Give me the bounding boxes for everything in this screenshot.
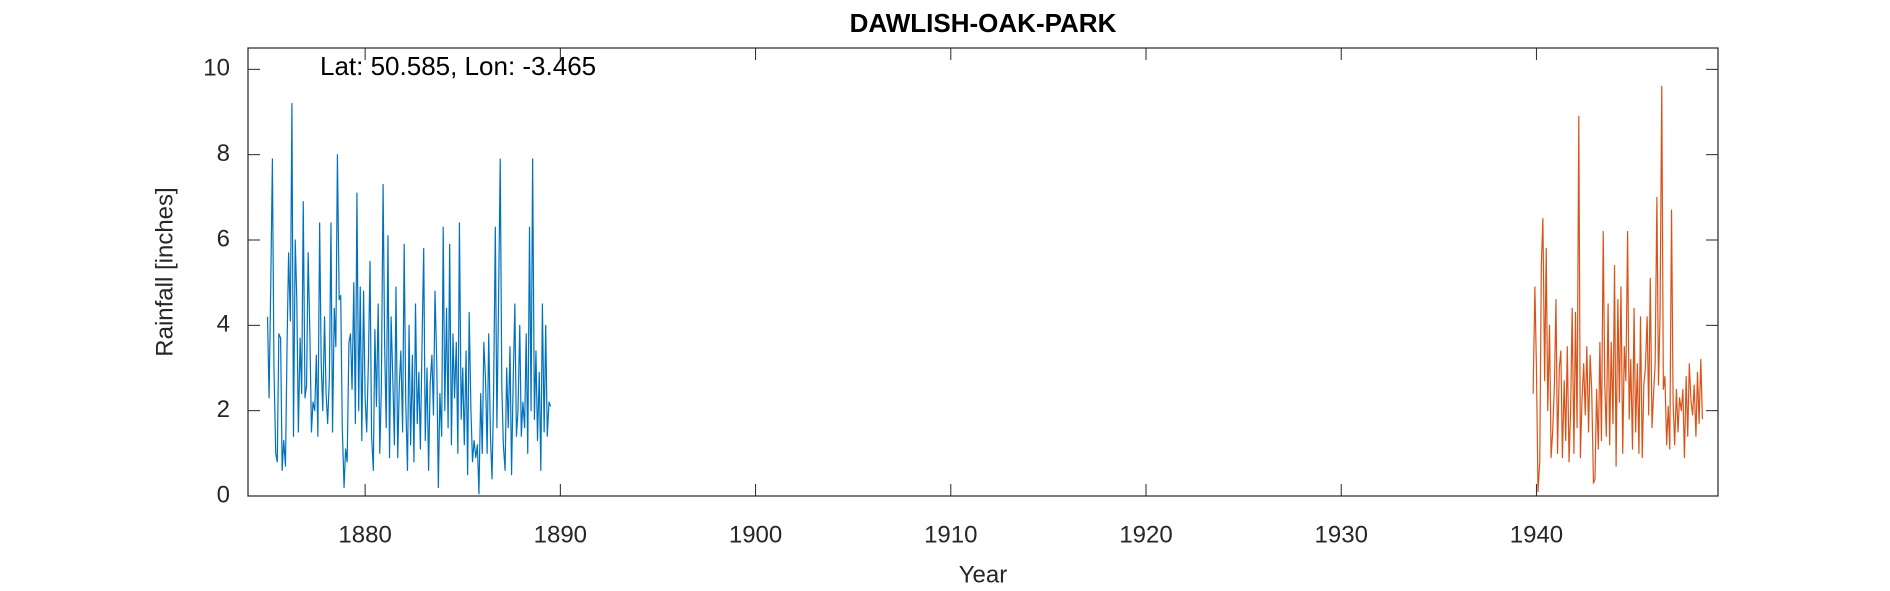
x-tick-label: 1930 bbox=[1315, 521, 1368, 548]
x-axis-label: Year bbox=[959, 561, 1008, 588]
y-tick-label: 2 bbox=[217, 396, 230, 423]
x-tick-label: 1910 bbox=[924, 521, 977, 548]
y-tick-label: 8 bbox=[217, 140, 230, 167]
axes-box bbox=[247, 47, 1719, 497]
y-tick-label: 6 bbox=[217, 225, 230, 252]
rainfall-line bbox=[1532, 85, 1703, 493]
y-tick-label: 10 bbox=[203, 55, 230, 82]
x-tick-label: 1900 bbox=[729, 521, 782, 548]
y-axis-label: Rainfall [inches] bbox=[151, 187, 178, 356]
chart-title: DAWLISH-OAK-PARK bbox=[850, 8, 1117, 38]
x-tick-label: 1880 bbox=[338, 521, 391, 548]
x-tick-label: 1920 bbox=[1119, 521, 1172, 548]
x-tick-label: 1890 bbox=[534, 521, 587, 548]
x-tick-label: 1940 bbox=[1510, 521, 1563, 548]
y-tick-label: 0 bbox=[217, 481, 230, 508]
annotation: Lat: 50.585, Lon: -3.465 bbox=[320, 51, 596, 81]
rainfall-line bbox=[266, 102, 552, 495]
y-tick-label: 4 bbox=[217, 311, 230, 338]
